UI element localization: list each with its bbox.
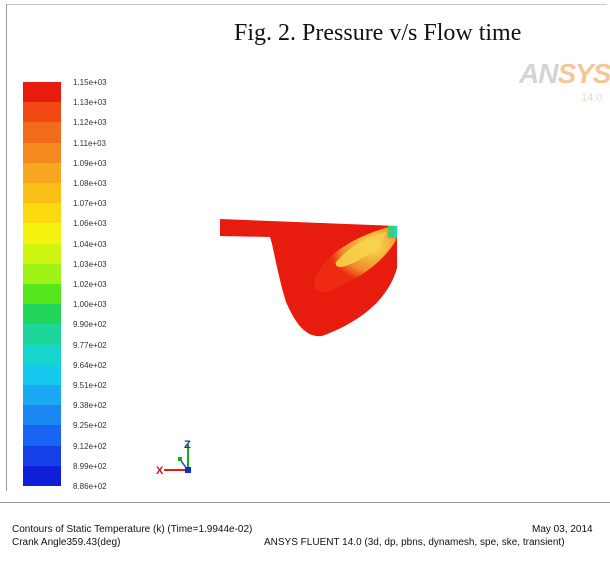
legend-tick-label: 9.64e+02 xyxy=(73,360,107,370)
ansys-logo: ANSYS 14.0 xyxy=(519,58,610,108)
legend-tick-label: 1.13e+03 xyxy=(73,98,107,108)
legend-tick-label: 1.12e+03 xyxy=(73,118,107,128)
legend-swatch xyxy=(23,82,61,103)
legend-tick-label: 9.38e+02 xyxy=(73,401,107,411)
viewport-frame xyxy=(6,4,607,491)
legend-tick-label: 1.06e+03 xyxy=(73,219,107,229)
inlet-tip xyxy=(388,226,397,238)
status-footer: Contours of Static Temperature (k) (Time… xyxy=(0,502,610,568)
legend-swatch xyxy=(23,263,61,285)
date-stamp: May 03, 2014 xyxy=(532,524,593,535)
axis-triad: Z X xyxy=(156,439,191,477)
contour-description: Contours of Static Temperature (k) (Time… xyxy=(12,524,253,535)
legend-swatch xyxy=(23,203,61,224)
legend-swatch xyxy=(23,142,61,163)
legend-tick-label: 1.11e+03 xyxy=(73,138,106,148)
legend-swatch xyxy=(23,284,61,305)
hot-zone-inner xyxy=(335,232,386,267)
legend-swatch xyxy=(23,364,61,386)
contour-plot: Z X xyxy=(156,219,397,477)
legend-tick-label: 1.04e+03 xyxy=(73,239,107,249)
legend-tick-label: 8.99e+02 xyxy=(73,461,107,471)
inlet-tip-edge xyxy=(394,226,397,238)
legend-tick-label: 1.00e+03 xyxy=(73,300,107,310)
crank-angle: Crank Angle359.43(deg) xyxy=(12,537,121,548)
legend-swatch xyxy=(23,243,61,264)
legend-tick-label: 1.08e+03 xyxy=(73,179,107,188)
legend-swatch xyxy=(23,405,61,426)
legend-swatch xyxy=(23,223,61,244)
legend-tick-label: 9.12e+02 xyxy=(73,441,107,451)
legend-tick-label: 9.90e+02 xyxy=(73,320,107,330)
logo-wordmark-part2: SYS xyxy=(557,58,610,89)
legend-swatch xyxy=(23,445,61,466)
legend-swatch xyxy=(23,304,61,325)
legend-tick-label: 9.77e+02 xyxy=(73,340,107,350)
legend-tick-label: 9.51e+02 xyxy=(73,381,107,390)
legend-tick-label: 1.03e+03 xyxy=(73,259,107,269)
logo-wordmark: ANSYS xyxy=(519,58,610,90)
legend-swatch xyxy=(23,425,61,446)
legend-swatch xyxy=(23,465,61,487)
solver-info: ANSYS FLUENT 14.0 (3d, dp, pbns, dynames… xyxy=(264,537,565,548)
legend-tick-label: 1.09e+03 xyxy=(73,158,107,168)
legend-swatch xyxy=(23,385,61,406)
legend-swatch xyxy=(23,344,61,365)
color-legend-bar xyxy=(23,82,61,487)
legend-swatch xyxy=(23,162,61,184)
legend-tick-label: 8.86e+02 xyxy=(73,482,107,491)
legend-swatch xyxy=(23,324,61,345)
axis-z-label: Z xyxy=(184,439,191,451)
axis-tick xyxy=(178,457,182,461)
figure-title: Fig. 2. Pressure v/s Flow time xyxy=(234,20,522,46)
logo-version: 14.0 xyxy=(581,92,603,104)
legend-tick-label: 1.07e+03 xyxy=(73,199,107,209)
legend-tick-label: 9.25e+02 xyxy=(73,421,107,431)
legend-swatch xyxy=(23,183,61,204)
axis-origin xyxy=(185,467,191,473)
legend-swatch xyxy=(23,122,61,143)
legend-swatch xyxy=(23,102,61,123)
axis-x-label: X xyxy=(156,465,164,477)
logo-wordmark-part1: AN xyxy=(519,58,558,89)
legend-tick-label: 1.15e+03 xyxy=(73,78,107,87)
legend-tick-label: 1.02e+03 xyxy=(73,280,107,289)
